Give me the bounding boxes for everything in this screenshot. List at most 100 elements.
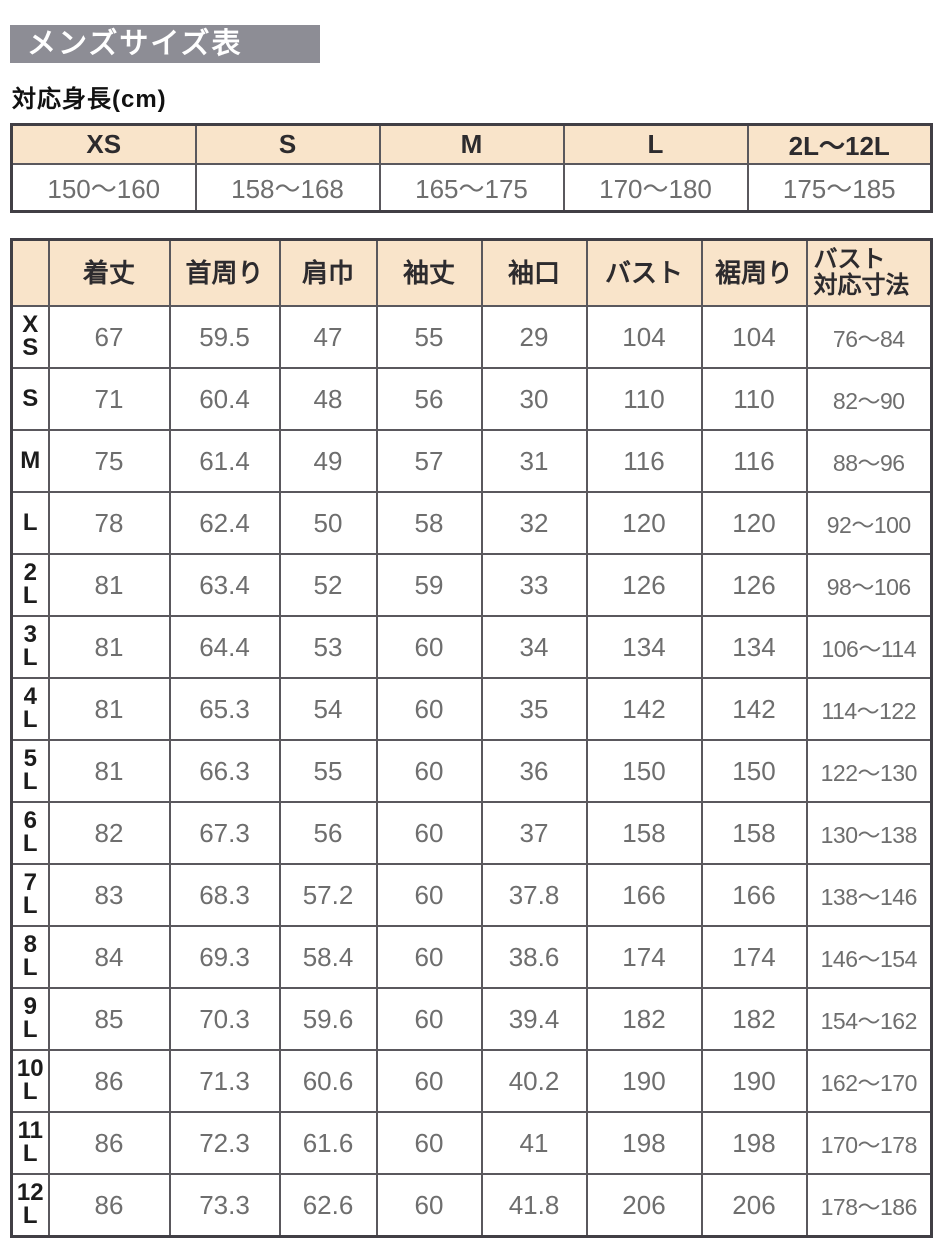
size-row-12l: 12 L 86 73.3 62.6 60 41.8 206 206 178～18… <box>10 1173 933 1238</box>
size-row-8l: 8 L 84 69.3 58.4 60 38.6 174 174 146～154 <box>10 925 933 989</box>
size-cell: 198 <box>585 1111 703 1175</box>
size-cell: 81 <box>47 615 171 679</box>
size-cell: 73.3 <box>168 1173 281 1238</box>
size-table-header-row: 着丈 首周り 肩巾 袖丈 袖口 バスト 裾周り バスト 対応寸法 <box>10 238 933 307</box>
size-cell: 68.3 <box>168 863 281 927</box>
size-cell: 83 <box>47 863 171 927</box>
col-header-s: S <box>194 123 381 165</box>
size-cell: 174 <box>700 925 808 989</box>
size-cell: 81 <box>47 677 171 741</box>
size-row-6l: 6 L 82 67.3 56 60 37 158 158 130～138 <box>10 801 933 865</box>
col-header-bust: バスト <box>585 238 703 307</box>
col-header-bust-range: バスト 対応寸法 <box>805 238 933 307</box>
size-cell: 166 <box>700 863 808 927</box>
size-cell: 50 <box>278 491 378 555</box>
size-cell: 65.3 <box>168 677 281 741</box>
col-header-l: L <box>562 123 749 165</box>
row-label: M <box>10 429 50 493</box>
size-row-11l: 11 L 86 72.3 61.6 60 41 198 198 170～178 <box>10 1111 933 1175</box>
size-row-s: S 71 60.4 48 56 30 110 110 82～90 <box>10 367 933 431</box>
size-cell: 60 <box>375 739 483 803</box>
size-row-4l: 4 L 81 65.3 54 60 35 142 142 114～122 <box>10 677 933 741</box>
col-header-body-length: 着丈 <box>47 238 171 307</box>
size-cell: 48 <box>278 367 378 431</box>
row-label: 9 L <box>10 987 50 1051</box>
size-row-10l: 10 L 86 71.3 60.6 60 40.2 190 190 162～17… <box>10 1049 933 1113</box>
size-cell: 61.6 <box>278 1111 378 1175</box>
row-label: 7 L <box>10 863 50 927</box>
col-header-m: M <box>378 123 565 165</box>
height-table: XS S M L 2L～12L 150～160 158～168 165～175 … <box>10 123 933 213</box>
col-header-shoulder: 肩巾 <box>278 238 378 307</box>
size-cell: 58.4 <box>278 925 378 989</box>
corner-cell <box>10 238 50 307</box>
size-row-2l: 2 L 81 63.4 52 59 33 126 126 98～106 <box>10 553 933 617</box>
size-cell: 35 <box>480 677 588 741</box>
size-cell: 29 <box>480 305 588 369</box>
size-cell: 59.5 <box>168 305 281 369</box>
size-cell: 162～170 <box>805 1049 933 1113</box>
size-cell: 110 <box>700 367 808 431</box>
col-header-hem: 裾周り <box>700 238 808 307</box>
size-cell: 52 <box>278 553 378 617</box>
size-cell: 37.8 <box>480 863 588 927</box>
size-cell: 110 <box>585 367 703 431</box>
row-label: S <box>10 367 50 431</box>
row-label: 6 L <box>10 801 50 865</box>
size-cell: 170～178 <box>805 1111 933 1175</box>
row-label: X S <box>10 305 50 369</box>
size-cell: 134 <box>585 615 703 679</box>
size-cell: 47 <box>278 305 378 369</box>
size-cell: 57.2 <box>278 863 378 927</box>
size-cell: 40.2 <box>480 1049 588 1113</box>
row-label: 3 L <box>10 615 50 679</box>
size-cell: 142 <box>585 677 703 741</box>
size-cell: 62.6 <box>278 1173 378 1238</box>
size-cell: 39.4 <box>480 987 588 1051</box>
row-label: 4 L <box>10 677 50 741</box>
size-cell: 86 <box>47 1111 171 1175</box>
row-label: L <box>10 491 50 555</box>
size-table: 着丈 首周り 肩巾 袖丈 袖口 バスト 裾周り バスト 対応寸法 X S 67 … <box>10 238 933 1238</box>
size-cell: 174 <box>585 925 703 989</box>
size-cell: 182 <box>700 987 808 1051</box>
size-cell: 60 <box>375 677 483 741</box>
size-cell: 114～122 <box>805 677 933 741</box>
size-cell: 104 <box>700 305 808 369</box>
height-table-value-row: 150～160 158～168 165～175 170～180 175～185 <box>10 163 933 213</box>
size-cell: 190 <box>700 1049 808 1113</box>
row-label: 10 L <box>10 1049 50 1113</box>
size-cell: 98～106 <box>805 553 933 617</box>
size-row-3l: 3 L 81 64.4 53 60 34 134 134 106～114 <box>10 615 933 679</box>
height-cell: 165～175 <box>378 163 565 213</box>
size-cell: 56 <box>375 367 483 431</box>
height-cell: 150～160 <box>10 163 197 213</box>
size-cell: 55 <box>278 739 378 803</box>
size-cell: 178～186 <box>805 1173 933 1238</box>
size-cell: 57 <box>375 429 483 493</box>
size-cell: 150 <box>700 739 808 803</box>
size-cell: 84 <box>47 925 171 989</box>
size-cell: 37 <box>480 801 588 865</box>
size-cell: 120 <box>700 491 808 555</box>
size-cell: 182 <box>585 987 703 1051</box>
size-cell: 71 <box>47 367 171 431</box>
size-row-xs: X S 67 59.5 47 55 29 104 104 76～84 <box>10 305 933 369</box>
col-header-xs: XS <box>10 123 197 165</box>
size-cell: 86 <box>47 1173 171 1238</box>
height-table-caption: 対応身長(cm) <box>12 86 167 113</box>
size-cell: 116 <box>585 429 703 493</box>
size-cell: 85 <box>47 987 171 1051</box>
row-label: 11 L <box>10 1111 50 1175</box>
size-cell: 38.6 <box>480 925 588 989</box>
size-cell: 33 <box>480 553 588 617</box>
size-cell: 76～84 <box>805 305 933 369</box>
size-cell: 158 <box>700 801 808 865</box>
size-cell: 58 <box>375 491 483 555</box>
size-cell: 75 <box>47 429 171 493</box>
size-cell: 126 <box>700 553 808 617</box>
size-cell: 88～96 <box>805 429 933 493</box>
size-cell: 63.4 <box>168 553 281 617</box>
size-cell: 59 <box>375 553 483 617</box>
